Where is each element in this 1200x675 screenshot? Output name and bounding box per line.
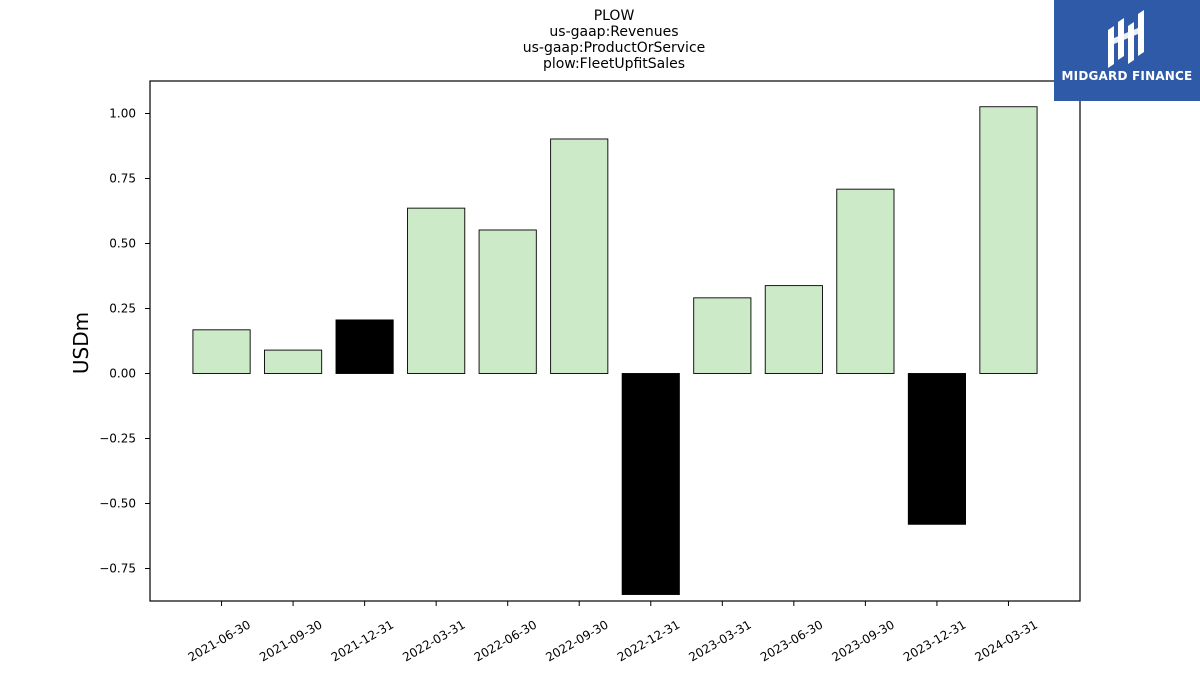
bar	[979, 106, 1038, 374]
bar	[907, 373, 966, 525]
bar	[693, 297, 752, 374]
bar	[478, 229, 537, 374]
x-tick-label: 2022-12-31	[615, 617, 682, 664]
x-tick-label: 2022-03-31	[400, 617, 467, 664]
y-tick-label: 0.50	[109, 237, 136, 251]
bar	[764, 285, 823, 374]
plot-frame	[149, 80, 1081, 602]
midgard-logo-icon	[1108, 10, 1144, 68]
x-tick-label: 2023-03-31	[686, 617, 753, 664]
brand-logo-text: MIDGARD FINANCE	[1061, 69, 1193, 83]
bar	[621, 373, 680, 595]
y-tick-label: −0.25	[99, 432, 136, 446]
x-tick-label: 2023-06-30	[758, 617, 825, 664]
y-tick-label: 0.75	[109, 172, 136, 186]
x-tick-label: 2021-09-30	[257, 617, 324, 664]
y-tick-label: 0.25	[109, 302, 136, 316]
chart-title-line: plow:FleetUpfitSales	[543, 56, 685, 72]
bar	[192, 329, 251, 374]
y-tick-label: 0.00	[109, 367, 136, 381]
bar	[836, 188, 895, 374]
bar	[335, 319, 394, 374]
x-tick-label: 2021-06-30	[186, 617, 253, 664]
x-tick-label: 2022-09-30	[543, 617, 610, 664]
x-tick-label: 2024-03-31	[973, 617, 1040, 664]
brand-logo: MIDGARD FINANCE	[1054, 0, 1200, 101]
x-tick-label: 2023-12-31	[901, 617, 968, 664]
x-tick-label: 2023-09-30	[829, 617, 896, 664]
chart-title-line: us-gaap:Revenues	[549, 24, 678, 40]
y-axis: −0.75 −0.50 −0.25 0.00 0.25 0.50 0.75 1.00	[99, 107, 150, 576]
y-tick-label: −0.75	[99, 562, 136, 576]
x-axis: 2021-06-30 2021-09-30 2021-12-31 2022-03-31…	[186, 601, 1040, 664]
chart-title: PLOWus-gaap:Revenuesus-gaap:ProductOrSer…	[523, 8, 706, 72]
y-tick-label: 1.00	[109, 107, 136, 121]
y-axis-label: USDm	[69, 312, 93, 374]
y-tick-label: −0.50	[99, 497, 136, 511]
x-tick-label: 2021-12-31	[329, 617, 396, 664]
chart-title-line: us-gaap:ProductOrService	[523, 40, 706, 56]
bar	[550, 138, 609, 374]
bars	[192, 106, 1038, 595]
chart-title-line: PLOW	[594, 8, 635, 24]
x-tick-label: 2022-06-30	[472, 617, 539, 664]
bar	[264, 349, 323, 374]
bar	[407, 207, 466, 374]
